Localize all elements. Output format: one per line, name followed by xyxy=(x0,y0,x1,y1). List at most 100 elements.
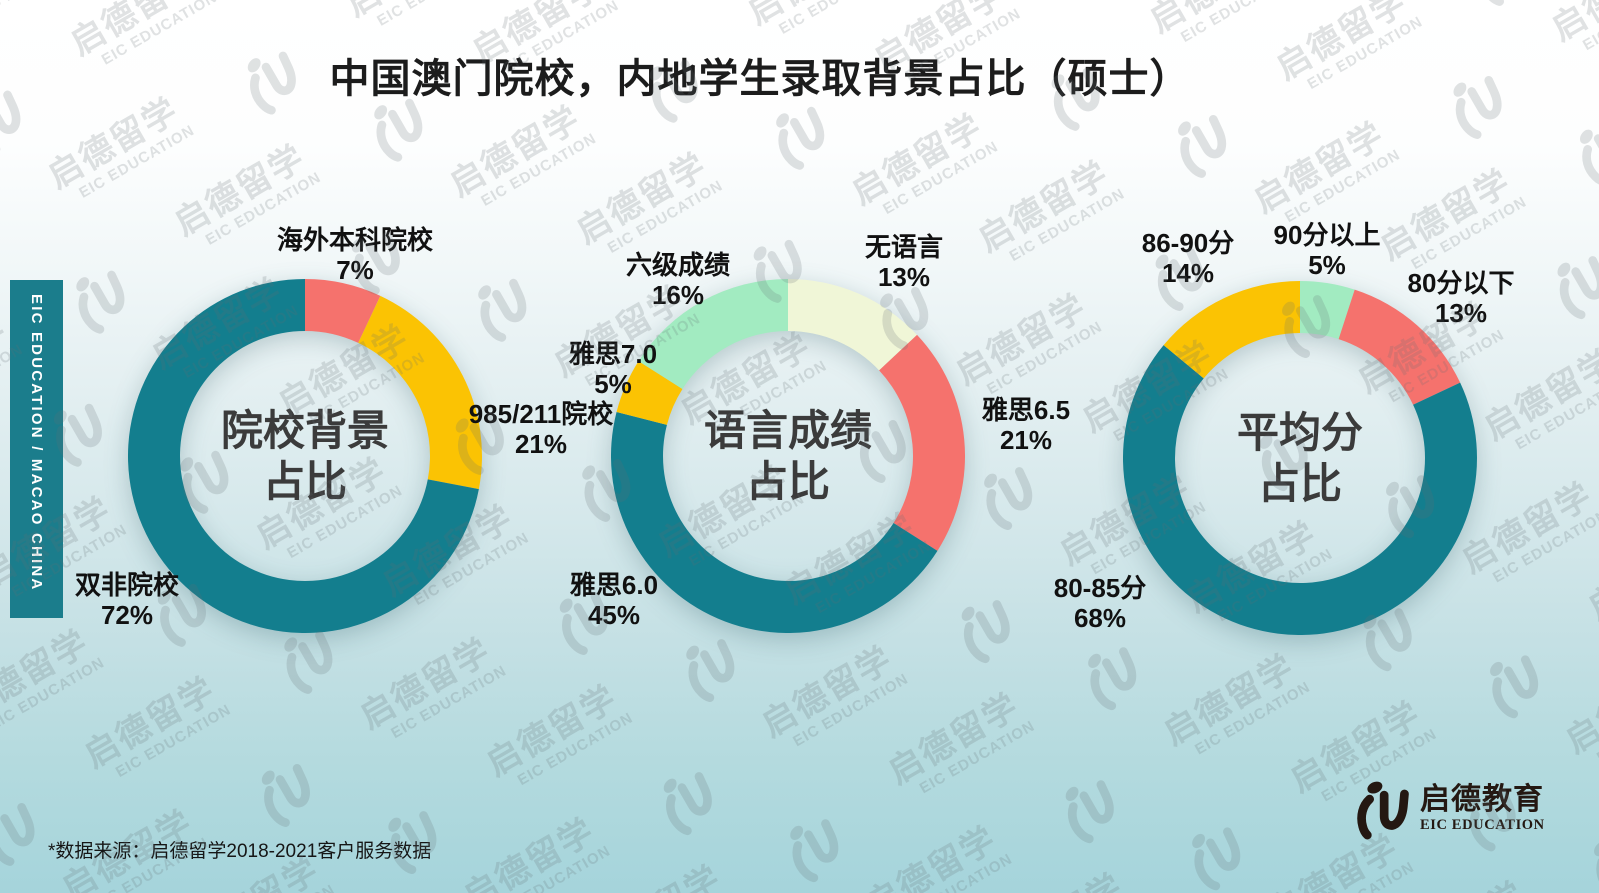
donut-3-segment-4 xyxy=(1163,281,1300,379)
watermark-text: 启德留学 EIC EDUCATION xyxy=(1477,342,1599,454)
donut-2-segment-5 xyxy=(638,279,788,390)
label-value: 5% xyxy=(1308,250,1346,280)
watermark-logo xyxy=(245,751,329,838)
label-value: 72% xyxy=(100,600,154,630)
label-name: 雅思6.0 xyxy=(569,570,659,601)
watermark-text: 启德留学 EIC EDUCATION xyxy=(0,473,4,554)
watermark-text: 启德留学 EIC EDUCATION xyxy=(1455,475,1599,587)
eic-iu-mark-watermark-icon xyxy=(261,764,310,827)
donut-3-label-3: 80-85分 68% xyxy=(1054,573,1147,634)
eic-iu-mark-watermark-icon xyxy=(1065,780,1114,844)
eic-iu-mark-watermark-icon xyxy=(1579,123,1599,187)
donut-chart-2 xyxy=(611,279,965,633)
donut-1-segment-1 xyxy=(305,279,381,343)
eic-iu-mark-watermark-icon xyxy=(1478,0,1504,6)
eic-iu-mark-watermark-icon xyxy=(0,802,35,866)
eic-iu-mark-watermark-icon xyxy=(663,772,712,836)
eic-iu-mark-watermark-icon xyxy=(1594,841,1599,893)
donut-1-label-1: 海外本科院校 7% xyxy=(276,225,434,286)
donut-2-segment-4 xyxy=(616,361,683,425)
side-tab-label: EIC EDUCATION / MACAO CHINA xyxy=(28,294,45,592)
eic-iu-mark-watermark-icon xyxy=(1178,114,1227,178)
label-name: 海外本科院校 xyxy=(276,225,434,256)
watermark-text: 启德留学 EIC EDUCATION xyxy=(480,678,637,790)
eic-iu-mark-watermark-icon xyxy=(1192,827,1241,891)
label-value: 21% xyxy=(514,429,568,459)
watermark-logo xyxy=(1049,767,1133,854)
watermark-text: 启德留学 EIC EDUCATION xyxy=(0,0,94,31)
watermark-logo xyxy=(1058,0,1142,9)
watermark-logo xyxy=(1162,102,1246,189)
label-value: 45% xyxy=(587,600,641,630)
watermark-logo xyxy=(670,626,754,713)
label-value: 14% xyxy=(1161,258,1215,288)
donut-chart-3 xyxy=(1123,281,1477,635)
watermark-text: 启德留学 EIC EDUCATION xyxy=(1581,522,1599,628)
source-note: *数据来源：启德留学2018-2021客户服务数据 xyxy=(48,841,432,862)
watermark-text: 启德留学 EIC EDUCATION xyxy=(340,0,496,39)
watermark-text: 启德留学 EIC EDUCATION xyxy=(443,99,600,210)
label-value: 7% xyxy=(336,255,374,285)
side-tab: EIC EDUCATION / MACAO CHINA xyxy=(10,280,63,618)
watermark-text: 启德留学 EIC EDUCATION xyxy=(986,866,1142,893)
watermark-text: 启德留学 EIC EDUCATION xyxy=(0,623,108,734)
watermark-text: 启德留学 EIC EDUCATION xyxy=(882,686,1038,798)
label-value: 13% xyxy=(877,262,931,292)
watermark-text: 启德留学 EIC EDUCATION xyxy=(1545,0,1599,55)
donut-2-center-label: 语言成绩 占比 xyxy=(703,406,873,505)
watermark-logo xyxy=(647,759,731,846)
watermark-text: 启德留学 EIC EDUCATION xyxy=(845,107,1002,218)
brand-name-en: EIC EDUCATION xyxy=(1420,817,1545,834)
watermark-text: 启德留学 EIC EDUCATION xyxy=(1388,875,1544,893)
watermark-logo xyxy=(1564,110,1599,197)
eic-iu-mark-watermark-icon xyxy=(686,639,735,703)
watermark-text: 启德留学 EIC EDUCATION xyxy=(859,819,1016,893)
watermark-logo xyxy=(1460,0,1544,17)
eic-iu-mark-watermark-icon xyxy=(776,106,825,170)
donut-1-segment-3 xyxy=(128,279,479,633)
donut-2-label-1: 无语言 13% xyxy=(864,232,944,293)
watermark-logo xyxy=(968,454,1052,541)
watermark-text: 启德留学 EIC EDUCATION xyxy=(972,154,1128,265)
donut-1-label-3: 双非院校 72% xyxy=(75,570,179,631)
watermark-text: 启德留学 EIC EDUCATION xyxy=(1247,115,1404,227)
watermark-text: 启德留学 EIC EDUCATION xyxy=(78,670,235,781)
label-name: 86-90分 xyxy=(1141,228,1235,259)
donut-2-segment-2 xyxy=(879,334,965,551)
watermark-logo xyxy=(774,806,858,893)
watermark-text: 启德留学 EIC EDUCATION xyxy=(1559,655,1599,767)
donut-3-segment-3 xyxy=(1123,345,1477,635)
donut-2-segment-3 xyxy=(611,411,938,633)
label-value: 13% xyxy=(1434,298,1488,328)
label-name: 80分以下 xyxy=(1407,268,1515,299)
watermark-logo xyxy=(760,94,844,181)
label-value: 16% xyxy=(651,280,705,310)
donut-2-label-4: 雅思7.0 5% xyxy=(568,339,658,400)
donut-3-label-2: 80分以下 13% xyxy=(1407,268,1515,329)
watermark-text: 启德留学 EIC EDUCATION xyxy=(742,0,898,47)
label-value: 21% xyxy=(999,425,1053,455)
watermark-text: 启德留学 EIC EDUCATION xyxy=(353,631,510,743)
label-name: 雅思7.0 xyxy=(568,339,658,370)
eic-iu-mark-watermark-icon xyxy=(984,467,1033,531)
watermark-text: 启德留学 EIC EDUCATION xyxy=(570,146,726,257)
label-value: 5% xyxy=(594,369,632,399)
watermark-text: 启德留学 EIC EDUCATION xyxy=(755,639,912,751)
label-name: 无语言 xyxy=(864,232,944,263)
eic-iu-mark-icon xyxy=(1357,781,1409,840)
watermark-logo xyxy=(1578,822,1599,893)
watermark-text: 启德留学 EIC EDUCATION xyxy=(457,811,614,893)
donut-1-label-2: 985/211院校 21% xyxy=(469,399,614,460)
eic-iu-mark-watermark-icon xyxy=(790,819,839,883)
label-name: 六级成绩 xyxy=(625,250,731,281)
page-title: 中国澳门院校，内地学生录取背景占比（硕士） xyxy=(329,57,1191,101)
watermark-text: 启德留学 EIC EDUCATION xyxy=(584,858,740,893)
watermark-text: 启德留学 EIC EDUCATION xyxy=(1157,647,1314,759)
label-name: 雅思6.5 xyxy=(981,395,1071,426)
label-name: 90分以上 xyxy=(1273,220,1381,251)
watermark-logo xyxy=(1176,814,1260,893)
watermark-logo xyxy=(1541,243,1599,330)
donut-3-label-1: 90分以上 5% xyxy=(1273,220,1381,281)
eic-iu-mark-watermark-icon xyxy=(1557,256,1599,320)
